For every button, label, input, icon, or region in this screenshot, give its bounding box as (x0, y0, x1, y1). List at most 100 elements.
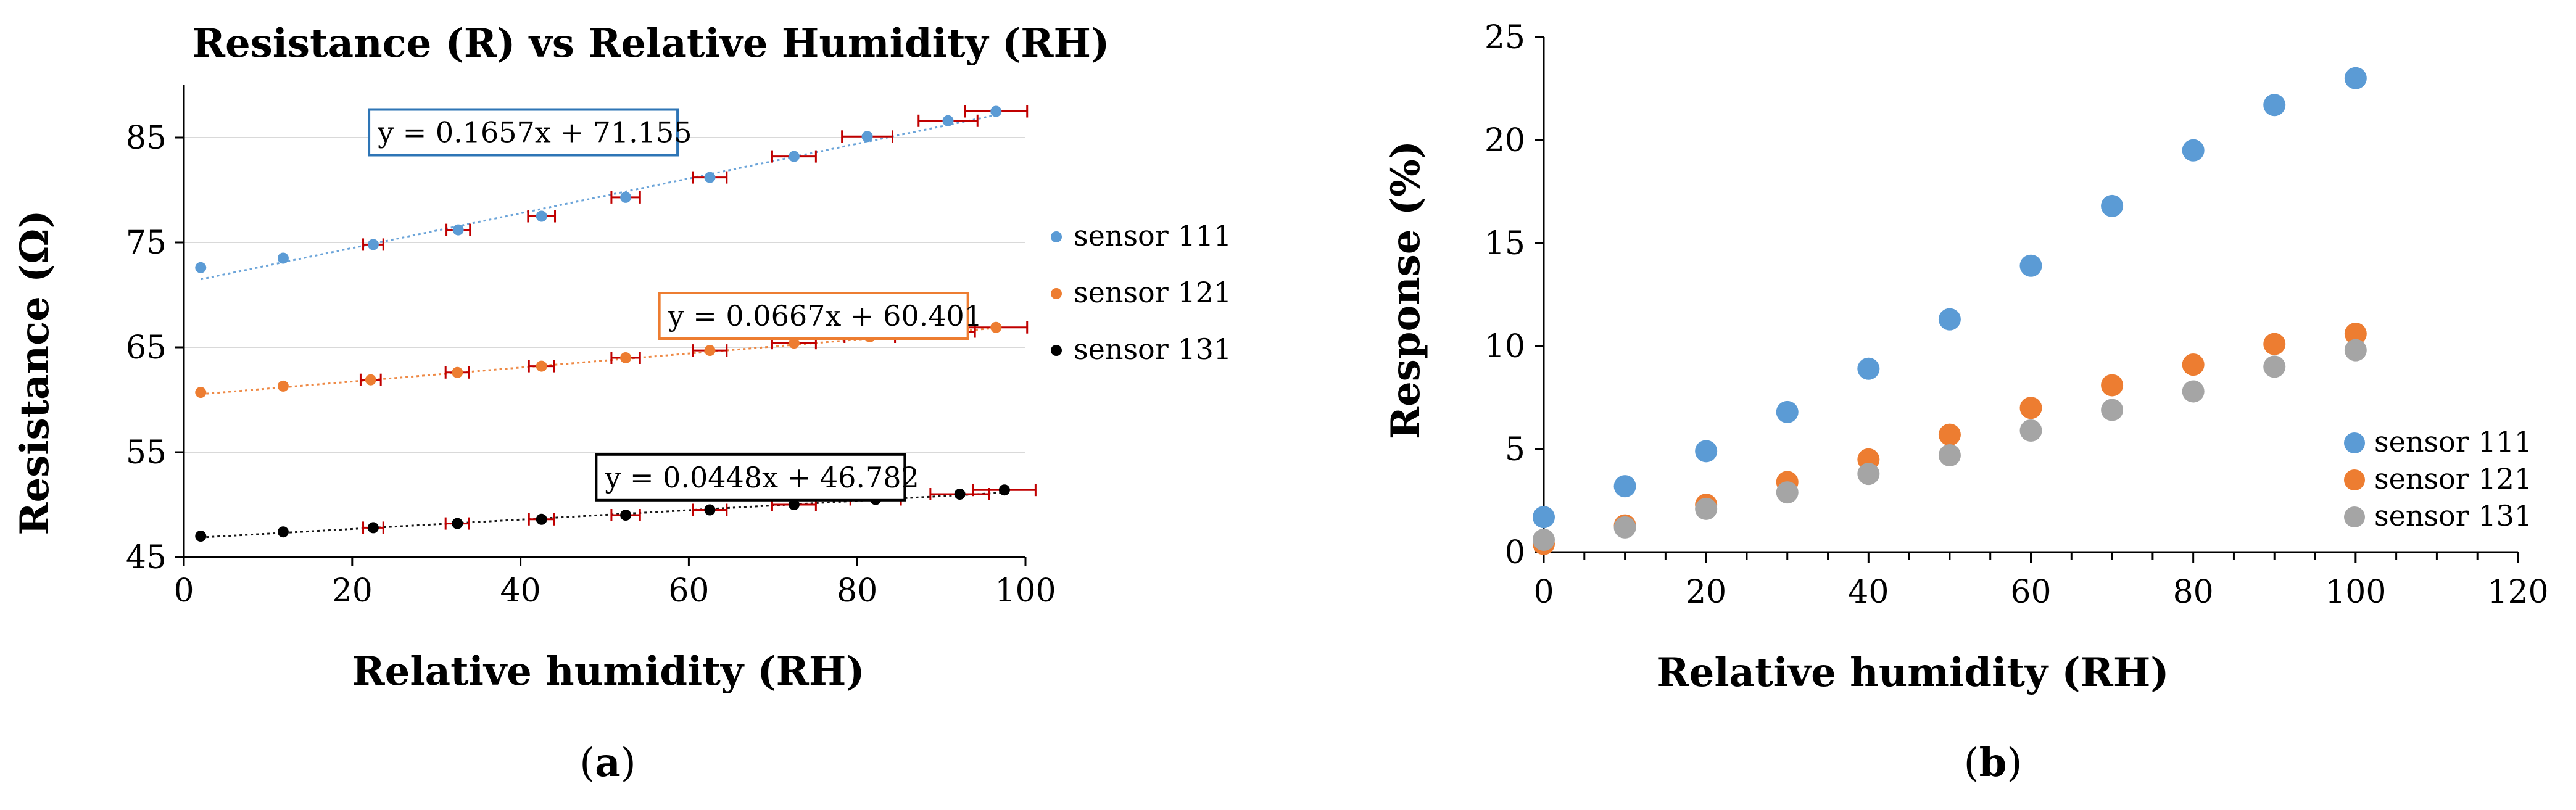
chart-a-axes (183, 85, 1025, 558)
panel-a-label: (a) (579, 740, 636, 786)
chart-b-y-tick-label: 25 (1485, 19, 1525, 56)
chart-b-point-3 (1857, 463, 1880, 486)
chart-a-point-2 (620, 352, 632, 363)
chart-a-x-axis-label: Relative humidity (RH) (352, 648, 864, 695)
chart-a-y-tick-labels: 45 55 65 75 85 (126, 120, 184, 576)
chart-a-y-tick-label: 55 (126, 434, 167, 471)
chart-b-y-tick-labels: 0 5 10 15 20 25 (1485, 19, 1544, 571)
chart-b-point-1 (1613, 475, 1636, 498)
chart-b-point-1 (1695, 440, 1718, 463)
panel-b-label-open: ( (1964, 740, 1979, 786)
chart-b-point-2 (2344, 322, 2367, 345)
chart-b-y-tick-label: 10 (1485, 328, 1525, 365)
chart-b-y-tick-label: 0 (1505, 534, 1525, 571)
chart-b-point-1 (1857, 357, 1880, 380)
chart-b-y-tick-label: 20 (1485, 122, 1525, 159)
chart-a-point-3 (954, 489, 966, 500)
chart-a-legend-marker-1 (1051, 231, 1062, 242)
chart-b-x-tick-label: 120 (2487, 574, 2548, 611)
chart-b-y-tick-label: 5 (1505, 431, 1525, 468)
chart-b-point-3 (2101, 399, 2124, 421)
chart-a-equation-box-2 (658, 292, 969, 340)
chart-a-x-tick-label: 80 (837, 572, 877, 610)
panel-b-label-close: ) (2007, 740, 2022, 786)
panel-a-resistance-chart: Resistance (R) vs Relative Humidity (RH)… (12, 20, 1232, 786)
chart-a-point-3 (277, 526, 289, 538)
chart-a-point-1 (861, 131, 873, 143)
chart-a-equation-label-3: y = 0.0448x + 46.782 (604, 461, 919, 494)
chart-b-point-2 (2263, 333, 2286, 355)
chart-b-point-3 (2019, 419, 2042, 442)
chart-b-point-2 (2019, 397, 2042, 419)
chart-a-point-1 (620, 191, 632, 203)
chart-a-y-tick-label: 75 (126, 225, 167, 262)
chart-a-points (195, 105, 1010, 542)
chart-b-point-3 (1776, 481, 1799, 504)
chart-a-point-3 (788, 499, 800, 510)
panel-b-label-letter: b (1979, 740, 2007, 786)
chart-a-x-tick-label: 40 (500, 572, 541, 610)
chart-a-point-2 (195, 387, 207, 399)
chart-a-x-tick-label: 0 (173, 572, 194, 610)
chart-a-equation-box-3 (595, 453, 906, 502)
chart-a-trendline-1 (200, 114, 996, 281)
panel-a-label-letter: a (595, 740, 620, 786)
chart-b-point-3 (2263, 355, 2286, 378)
chart-b-x-tick-label: 20 (1686, 574, 1726, 611)
chart-b-y-axis-label: Response (%) (1383, 141, 1429, 439)
chart-a-point-2 (452, 366, 463, 378)
chart-b-point-3 (1938, 444, 1961, 467)
chart-a-equation-label-1: y = 0.1657x + 71.155 (377, 116, 692, 149)
chart-b-x-axis-label: Relative humidity (RH) (1656, 650, 2169, 696)
chart-b-point-1 (2344, 67, 2367, 89)
chart-a-point-1 (452, 224, 464, 236)
chart-a-point-3 (195, 531, 207, 542)
chart-b-point-3 (1613, 516, 1636, 539)
chart-a-point-1 (277, 252, 289, 264)
chart-a-point-3 (998, 484, 1010, 496)
chart-a-point-1 (942, 115, 954, 126)
chart-b-point-1 (2263, 94, 2286, 117)
chart-a-legend-label-1: sensor 111 (1074, 219, 1232, 252)
chart-b-point-3 (1695, 497, 1718, 520)
chart-a-point-1 (195, 262, 207, 273)
chart-b-y-tick-label: 15 (1485, 225, 1525, 262)
chart-b-point-1 (2019, 254, 2042, 277)
chart-a-point-3 (452, 518, 463, 529)
chart-a-point-3 (367, 522, 379, 534)
chart-b-point-3 (1533, 528, 1555, 551)
chart-b-x-tick-label: 0 (1533, 574, 1554, 611)
chart-b-axes (1543, 37, 2519, 563)
chart-b-point-2 (2101, 374, 2124, 397)
chart-a-point-3 (704, 504, 716, 516)
chart-a-point-1 (990, 105, 1002, 117)
chart-a-point-1 (788, 151, 800, 162)
chart-b-point-3 (2344, 339, 2367, 362)
chart-a-legend-marker-3 (1051, 345, 1062, 356)
chart-a-trendline-3 (201, 491, 1004, 539)
chart-b-point-3 (2182, 380, 2205, 403)
chart-a-legend: sensor 111 sensor 121 sensor 131 (1051, 219, 1232, 366)
chart-b-legend-marker-3 (2344, 506, 2365, 527)
chart-a-y-tick-label: 45 (126, 539, 167, 576)
panel-a-label-close: ) (621, 740, 636, 786)
chart-b-point-1 (1533, 506, 1555, 529)
chart-a-legend-label-2: sensor 121 (1074, 276, 1232, 309)
chart-b-legend-marker-1 (2344, 432, 2365, 453)
chart-a-trendlines (200, 114, 1004, 539)
chart-a-y-tick-label: 85 (126, 120, 167, 157)
chart-a-equation-label-2: y = 0.0667x + 60.401 (668, 299, 982, 333)
chart-a-legend-marker-2 (1051, 288, 1062, 299)
chart-a-title: Resistance (R) vs Relative Humidity (RH) (193, 20, 1109, 67)
chart-b-x-tick-labels: 0 20 40 60 80 100 120 (1533, 574, 2548, 611)
chart-a-point-3 (620, 510, 632, 521)
chart-a-point-3 (536, 513, 547, 525)
chart-a-point-2 (788, 337, 800, 349)
chart-a-y-axis-label: Resistance (Ω) (12, 210, 58, 535)
chart-b-legend-marker-2 (2344, 469, 2365, 490)
panel-b-label: (b) (1964, 740, 2023, 786)
chart-a-equation-box-1 (368, 108, 679, 157)
chart-b-x-tick-label: 100 (2325, 574, 2386, 611)
